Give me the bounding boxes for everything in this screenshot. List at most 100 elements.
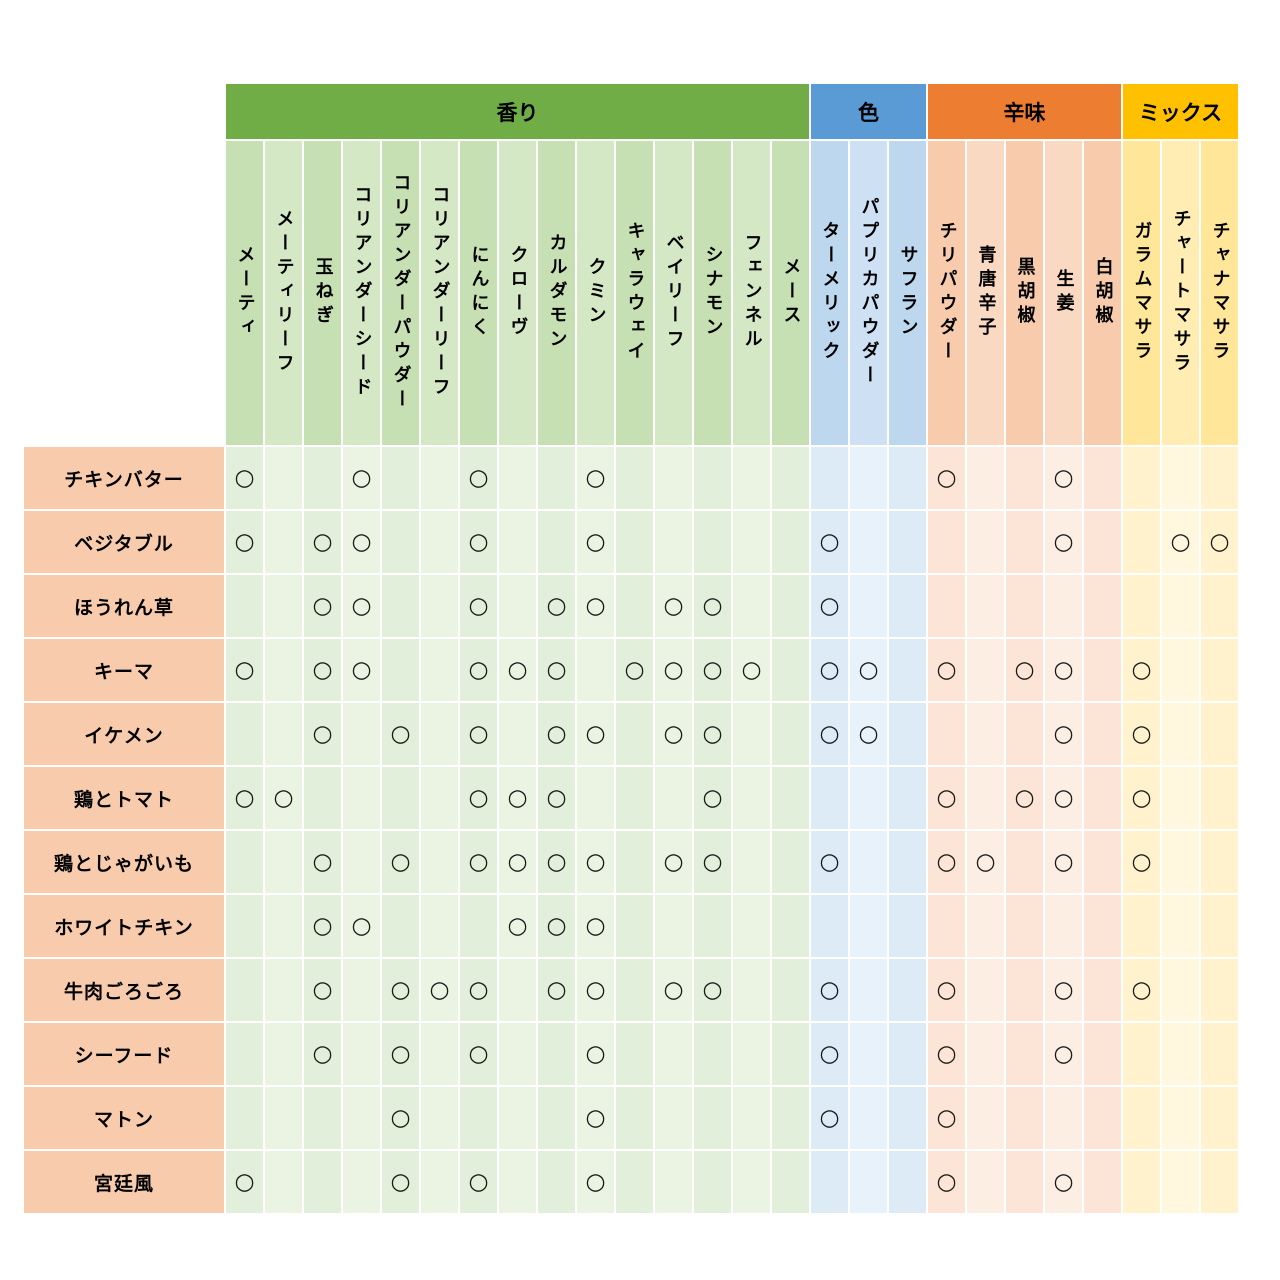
matrix-cell: ○: [460, 1151, 497, 1213]
matrix-cell: ○: [655, 831, 692, 893]
matrix-cell: [733, 895, 770, 957]
matrix-cell: [733, 703, 770, 765]
matrix-cell: [538, 447, 575, 509]
matrix-cell: [1201, 639, 1238, 701]
matrix-cell: [304, 1087, 341, 1149]
column-header-label: チャートマサラ: [1170, 209, 1192, 377]
matrix-cell: [538, 511, 575, 573]
matrix-cell: [889, 703, 926, 765]
matrix-cell: [889, 1151, 926, 1213]
column-header-label: 白胡椒: [1092, 257, 1114, 329]
column-header-label: メース: [780, 257, 802, 329]
matrix-cell: ○: [538, 703, 575, 765]
matrix-cell: [499, 575, 536, 637]
matrix-cell: [850, 511, 887, 573]
matrix-cell: [1123, 1087, 1160, 1149]
matrix-cell: [1201, 1087, 1238, 1149]
column-header-label: コリアンダーリーフ: [429, 185, 451, 401]
matrix-cell: [772, 1023, 809, 1085]
matrix-cell: [421, 895, 458, 957]
matrix-cell: [1006, 575, 1043, 637]
group-header: ミックス: [1123, 84, 1238, 139]
matrix-cell: ○: [928, 1087, 965, 1149]
matrix-cell: [1084, 1087, 1121, 1149]
matrix-cell: [382, 575, 419, 637]
matrix-cell: [733, 447, 770, 509]
matrix-cell: [1162, 1087, 1199, 1149]
column-header-label: カルダモン: [546, 233, 568, 353]
matrix-cell: [733, 959, 770, 1021]
matrix-cell: ○: [421, 959, 458, 1021]
matrix-cell: [928, 575, 965, 637]
matrix-cell: [499, 1151, 536, 1213]
matrix-cell: [928, 511, 965, 573]
matrix-cell: ○: [1045, 831, 1082, 893]
matrix-cell: [421, 703, 458, 765]
matrix-cell: [616, 959, 653, 1021]
matrix-cell: [889, 447, 926, 509]
matrix-cell: [967, 1087, 1004, 1149]
matrix-cell: ○: [226, 511, 263, 573]
column-header: 黒胡椒: [1006, 141, 1043, 445]
group-header: 辛味: [928, 84, 1121, 139]
matrix-cell: ○: [811, 639, 848, 701]
matrix-cell: ○: [499, 639, 536, 701]
matrix-cell: [382, 895, 419, 957]
column-header-label: チャナマサラ: [1209, 221, 1231, 365]
column-header-label: ターメリック: [819, 221, 841, 365]
column-header-label: 玉ねぎ: [312, 257, 334, 329]
matrix-cell: ○: [811, 575, 848, 637]
matrix-cell: ○: [1201, 511, 1238, 573]
matrix-cell: ○: [616, 639, 653, 701]
column-header-label: 青唐辛子: [975, 245, 997, 341]
matrix-cell: [577, 639, 614, 701]
matrix-cell: ○: [850, 703, 887, 765]
column-header: 白胡椒: [1084, 141, 1121, 445]
matrix-cell: [343, 831, 380, 893]
matrix-cell: [421, 639, 458, 701]
column-header: シナモン: [694, 141, 731, 445]
matrix-cell: ○: [304, 511, 341, 573]
matrix-cell: ○: [577, 831, 614, 893]
matrix-cell: [1162, 703, 1199, 765]
matrix-cell: [265, 1151, 302, 1213]
matrix-cell: ○: [577, 895, 614, 957]
matrix-cell: [616, 767, 653, 829]
matrix-cell: ○: [460, 1023, 497, 1085]
matrix-cell: [967, 895, 1004, 957]
matrix-cell: [304, 447, 341, 509]
matrix-cell: [499, 511, 536, 573]
row-label: 宮廷風: [24, 1151, 224, 1213]
column-header-label: メーティリーフ: [273, 209, 295, 377]
matrix-cell: ○: [577, 703, 614, 765]
matrix-cell: ○: [811, 1023, 848, 1085]
matrix-cell: [226, 703, 263, 765]
group-header: 香り: [226, 84, 809, 139]
matrix-cell: [1045, 1087, 1082, 1149]
matrix-cell: [772, 1151, 809, 1213]
matrix-cell: [226, 959, 263, 1021]
row-label: チキンバター: [24, 447, 224, 509]
header-spacer: [24, 141, 224, 445]
matrix-cell: [1162, 575, 1199, 637]
matrix-cell: [1084, 511, 1121, 573]
matrix-cell: [772, 639, 809, 701]
matrix-cell: ○: [811, 511, 848, 573]
matrix-cell: [1006, 1151, 1043, 1213]
matrix-cell: [1162, 1023, 1199, 1085]
matrix-cell: ○: [460, 831, 497, 893]
matrix-cell: [655, 447, 692, 509]
matrix-cell: [811, 447, 848, 509]
matrix-cell: ○: [343, 895, 380, 957]
matrix-cell: ○: [538, 895, 575, 957]
column-header: メース: [772, 141, 809, 445]
matrix-cell: [226, 895, 263, 957]
matrix-cell: [1201, 575, 1238, 637]
matrix-cell: [1084, 767, 1121, 829]
matrix-cell: [694, 511, 731, 573]
matrix-cell: [967, 511, 1004, 573]
matrix-cell: [1006, 511, 1043, 573]
matrix-cell: [616, 703, 653, 765]
matrix-cell: [265, 639, 302, 701]
column-header-label: クローヴ: [507, 245, 529, 341]
